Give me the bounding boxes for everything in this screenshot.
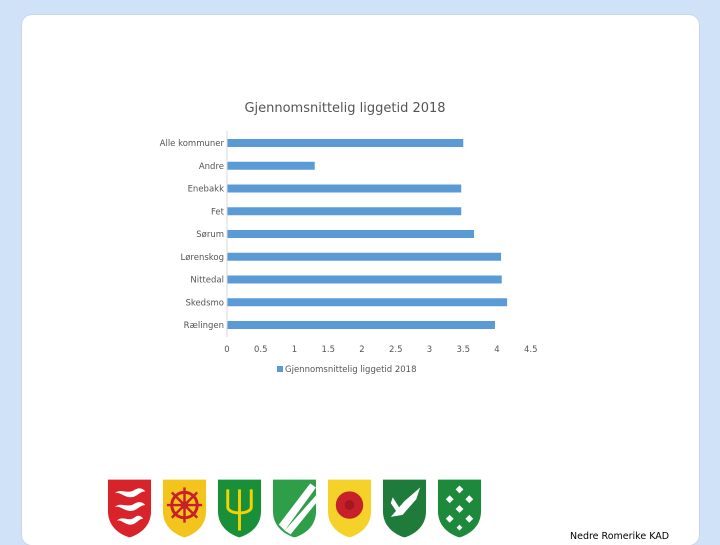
bar xyxy=(227,161,315,170)
municipality-crests xyxy=(106,477,483,539)
footer-text: Nedre Romerike KAD xyxy=(570,531,670,542)
x-tick-label: 3 xyxy=(427,345,432,355)
category-label: Rælingen xyxy=(184,321,224,331)
bar xyxy=(227,321,495,329)
x-tick-label: 0 xyxy=(224,345,229,355)
bar-chart: Gjennomsnittelig liggetid 2018 Alle komm… xyxy=(160,101,538,375)
crest-3 xyxy=(217,479,262,538)
x-tick-label: 4.5 xyxy=(524,345,538,355)
bar xyxy=(227,184,462,193)
legend-label: Gjennomsnittelig liggetid 2018 xyxy=(285,365,417,375)
bar xyxy=(227,298,508,307)
crest-1 xyxy=(107,479,152,538)
category-label: Andre xyxy=(199,162,224,172)
x-tick-label: 0.5 xyxy=(254,345,268,355)
crest-6 xyxy=(382,479,427,538)
crest-7 xyxy=(437,479,482,538)
x-tick-label: 1 xyxy=(292,345,297,355)
slide: Gjennomsnittelig liggetid 2018 Alle komm… xyxy=(22,15,699,545)
bar xyxy=(227,252,502,261)
x-tick-label: 2 xyxy=(359,345,364,355)
category-label: Alle kommuner xyxy=(160,139,225,149)
chart-title: Gjennomsnittelig liggetid 2018 xyxy=(244,101,445,116)
bar xyxy=(227,139,464,147)
crest-4 xyxy=(272,479,317,538)
category-label: Fet xyxy=(211,207,225,217)
category-label: Skedsmo xyxy=(185,298,224,308)
crest-2 xyxy=(162,479,207,538)
legend-swatch xyxy=(277,366,283,372)
category-label: Enebakk xyxy=(188,185,225,195)
x-tick-label: 4 xyxy=(494,345,499,355)
x-tick-label: 3.5 xyxy=(456,345,470,355)
bar xyxy=(227,230,475,238)
category-label: Lørenskog xyxy=(180,253,224,263)
x-tick-label: 1.5 xyxy=(321,345,335,355)
x-tick-label: 2.5 xyxy=(389,345,403,355)
bar xyxy=(227,207,462,216)
category-label: Nittedal xyxy=(190,276,224,286)
crest-5 xyxy=(327,479,372,538)
bar xyxy=(227,275,502,284)
category-label: Sørum xyxy=(196,230,224,240)
